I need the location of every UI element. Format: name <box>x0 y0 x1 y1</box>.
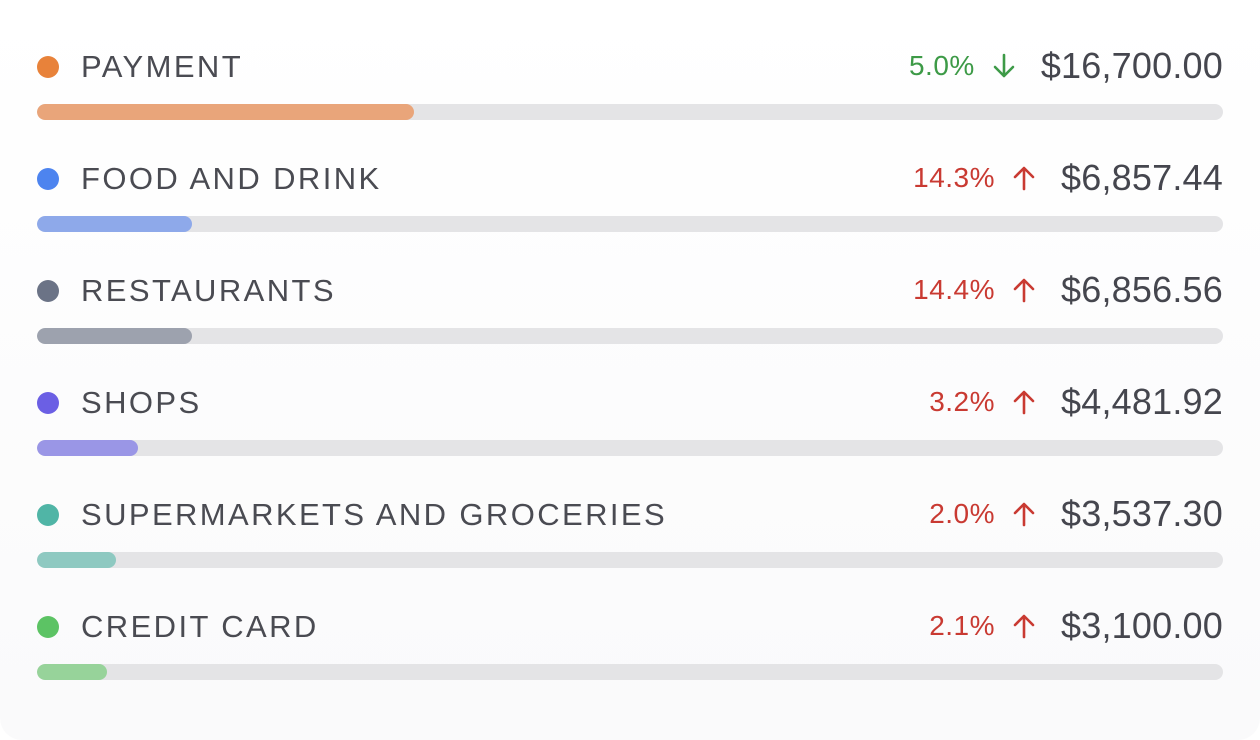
category-row-supermarkets-and-groceries[interactable]: SUPERMARKETS AND GROCERIES 2.0% $3,537.3… <box>37 484 1223 596</box>
progress-track <box>37 440 1223 456</box>
category-label: PAYMENT <box>81 49 244 84</box>
category-stats: 3.2% $4,481.92 <box>929 380 1223 424</box>
category-row-shops[interactable]: SHOPS 3.2% $4,481.92 <box>37 372 1223 484</box>
arrow-up-icon <box>1013 390 1035 415</box>
category-amount: $4,481.92 <box>1061 381 1223 422</box>
category-amount: $16,700.00 <box>1040 45 1223 86</box>
arrow-up-icon <box>1013 166 1035 191</box>
category-label: SHOPS <box>81 385 202 420</box>
category-header: FOOD AND DRINK 14.3% $6,857.44 <box>37 148 1223 210</box>
category-stats: 2.0% $3,537.30 <box>929 492 1223 536</box>
category-row-credit-card[interactable]: CREDIT CARD 2.1% $3,100.00 <box>37 596 1223 708</box>
category-row-restaurants[interactable]: RESTAURANTS 14.4% $6,856.56 <box>37 260 1223 372</box>
category-header: RESTAURANTS 14.4% $6,856.56 <box>37 260 1223 322</box>
change-percent: 2.1% <box>929 610 996 641</box>
progress-fill <box>37 216 193 232</box>
progress-track <box>37 664 1223 680</box>
arrow-up-icon <box>1013 278 1035 303</box>
category-amount: $6,857.44 <box>1061 157 1223 198</box>
category-stats: 14.3% $6,857.44 <box>913 156 1223 200</box>
arrow-up-icon <box>1013 502 1035 527</box>
progress-fill <box>37 328 193 344</box>
category-amount: $3,537.30 <box>1061 493 1223 534</box>
category-amount: $6,856.56 <box>1061 269 1223 310</box>
progress-fill <box>37 552 117 568</box>
change-percent: 3.2% <box>929 386 996 417</box>
arrow-up-icon <box>1013 614 1035 639</box>
category-color-dot <box>37 56 59 78</box>
arrow-down-icon <box>993 53 1015 78</box>
category-color-dot <box>37 392 59 414</box>
category-header: SHOPS 3.2% $4,481.92 <box>37 372 1223 434</box>
category-label: RESTAURANTS <box>81 273 336 308</box>
progress-track <box>37 552 1223 568</box>
category-row-payment[interactable]: PAYMENT 5.0% $16,700.00 <box>37 36 1223 148</box>
progress-fill <box>37 664 107 680</box>
category-stats: 14.4% $6,856.56 <box>913 268 1223 312</box>
category-stats: 2.1% $3,100.00 <box>929 604 1223 648</box>
change-percent: 2.0% <box>929 498 996 529</box>
category-header: CREDIT CARD 2.1% $3,100.00 <box>37 596 1223 658</box>
category-row-food-and-drink[interactable]: FOOD AND DRINK 14.3% $6,857.44 <box>37 148 1223 260</box>
category-header: PAYMENT 5.0% $16,700.00 <box>37 36 1223 98</box>
category-label: CREDIT CARD <box>81 609 319 644</box>
category-amount: $3,100.00 <box>1061 605 1223 646</box>
category-header: SUPERMARKETS AND GROCERIES 2.0% $3,537.3… <box>37 484 1223 546</box>
category-color-dot <box>37 616 59 638</box>
category-label: SUPERMARKETS AND GROCERIES <box>81 497 668 532</box>
change-percent: 14.3% <box>913 162 996 193</box>
category-stats: 5.0% $16,700.00 <box>909 44 1223 88</box>
progress-track <box>37 104 1223 120</box>
progress-fill <box>37 440 138 456</box>
category-color-dot <box>37 504 59 526</box>
category-label: FOOD AND DRINK <box>81 161 382 196</box>
change-percent: 14.4% <box>913 274 996 305</box>
progress-track <box>37 216 1223 232</box>
category-list: PAYMENT 5.0% $16,700.00 FOOD AND DRINK 1… <box>37 36 1223 708</box>
category-color-dot <box>37 168 59 190</box>
category-color-dot <box>37 280 59 302</box>
progress-fill <box>37 104 415 120</box>
progress-track <box>37 328 1223 344</box>
change-percent: 5.0% <box>908 50 975 81</box>
